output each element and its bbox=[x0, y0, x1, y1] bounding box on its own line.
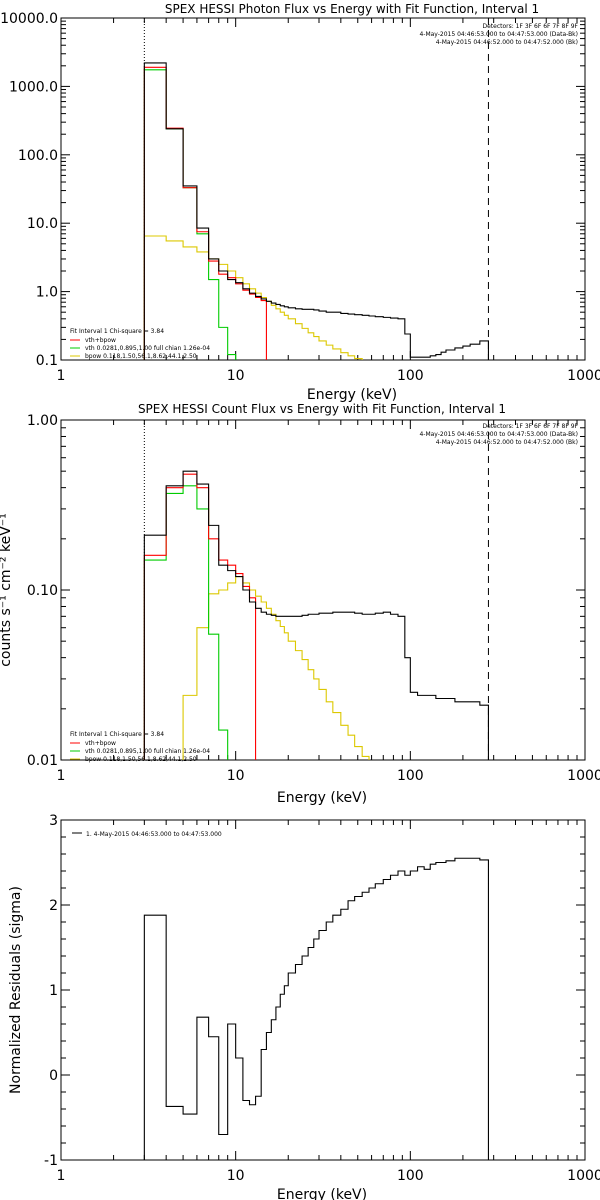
series-data-bk bbox=[143, 470, 489, 760]
x-tick-label: 1000 bbox=[567, 768, 600, 784]
x-tick-label: 1 bbox=[57, 368, 66, 384]
panel1-header: Detectors: 1F 3F 6F 6F 7F 8F 9F 4-May-20… bbox=[419, 23, 578, 46]
residuals-panel: Energy (keV) Normalized Residuals (sigma… bbox=[8, 813, 600, 1200]
panel3-ylabel: Normalized Residuals (sigma) bbox=[8, 886, 24, 1094]
y-tick-label: 2 bbox=[49, 898, 58, 914]
x-tick-label: 1 bbox=[57, 1168, 66, 1184]
panel1-xlabel: Energy (keV) bbox=[307, 387, 397, 403]
x-tick-label: 100 bbox=[397, 1168, 424, 1184]
panel2-title: SPEX HESSI Count Flux vs Energy with Fit… bbox=[138, 402, 506, 416]
y-tick-label: 1.0 bbox=[36, 285, 58, 301]
panel1-legend-bpow: bpow 0.118,1.50,56.1,8.62,44.1,2.50 bbox=[85, 353, 197, 360]
x-tick-label: 10 bbox=[227, 768, 245, 784]
panel3-legend-label: 1. 4-May-2015 04:46:53.000 to 04:47:53.0… bbox=[86, 831, 222, 838]
panel1-legend-vth: vth 0.0281,0.895,1.00 full chian 1.26e-0… bbox=[85, 345, 210, 352]
y-tick-label: -1 bbox=[44, 1153, 58, 1169]
panel2-ylabel: counts s⁻¹ cm⁻² keV⁻¹ bbox=[0, 513, 14, 667]
x-tick-label: 1000 bbox=[567, 368, 600, 384]
plot-frame bbox=[60, 819, 586, 1161]
photon-flux-panel: SPEX HESSI Photon Flux vs Energy with Fi… bbox=[0, 2, 600, 403]
panel2-header-detectors: Detectors: 1F 3F 6F 6F 7F 8F 9F bbox=[482, 423, 578, 430]
panel2-xlabel: Energy (keV) bbox=[277, 790, 367, 806]
count-flux-panel: SPEX HESSI Count Flux vs Energy with Fit… bbox=[0, 402, 600, 806]
panel2-legend-total: vth+bpow bbox=[85, 740, 116, 747]
panel1-title: SPEX HESSI Photon Flux vs Energy with Fi… bbox=[165, 2, 539, 16]
y-tick-label: 0 bbox=[49, 1068, 58, 1084]
x-tick-label: 10 bbox=[227, 368, 245, 384]
panel2-legend-vth: vth 0.0281,0.895,1.00 full chian 1.26e-0… bbox=[85, 748, 210, 755]
x-tick-label: 100 bbox=[397, 768, 424, 784]
panel2-header: Detectors: 1F 3F 6F 6F 7F 8F 9F 4-May-20… bbox=[419, 423, 578, 446]
x-tick-label: 1000 bbox=[567, 1168, 600, 1184]
panel2-header-bk-interval: 4-May-2015 04:46:52.000 to 04:47:52.000 … bbox=[436, 439, 578, 446]
y-tick-label: 0.01 bbox=[27, 753, 58, 769]
series-vth bbox=[143, 69, 237, 360]
series-1-4-may-2015-04-46-53-000-to-04-47-53-000 bbox=[143, 857, 489, 1160]
y-tick-label: 1 bbox=[49, 983, 58, 999]
series-data-bk bbox=[143, 62, 489, 360]
series-vth-bpow bbox=[143, 66, 267, 360]
series-bpow bbox=[182, 575, 370, 760]
y-tick-label: 10.0 bbox=[27, 216, 58, 232]
y-tick-label: 10000.0 bbox=[0, 11, 58, 27]
panel1-header-bk-interval: 4-May-2015 04:46:52.000 to 04:47:52.000 … bbox=[436, 39, 578, 46]
panel1-legend: Fit Interval 1 Chi-square = 3.84 vth+bpo… bbox=[70, 328, 210, 360]
y-tick-label: 3 bbox=[49, 813, 58, 829]
panel2-legend: Fit Interval 1 Chi-square = 3.84 vth+bpo… bbox=[70, 731, 210, 763]
panel3-xlabel: Energy (keV) bbox=[277, 1187, 367, 1200]
series-bpow bbox=[143, 235, 363, 360]
x-tick-label: 1 bbox=[57, 768, 66, 784]
plot-frame bbox=[60, 419, 586, 761]
panel1-header-data-interval: 4-May-2015 04:46:53.000 to 04:47:53.000 … bbox=[419, 31, 578, 38]
y-tick-label: 0.1 bbox=[36, 353, 58, 369]
panel2-legend-fit: Fit Interval 1 Chi-square = 3.84 bbox=[70, 731, 164, 738]
panel1-legend-fit: Fit Interval 1 Chi-square = 3.84 bbox=[70, 328, 164, 335]
panel2-header-data-interval: 4-May-2015 04:46:53.000 to 04:47:53.000 … bbox=[419, 431, 578, 438]
series-vth-bpow bbox=[143, 473, 257, 760]
panel1-header-detectors: Detectors: 1F 3F 6F 6F 7F 8F 9F bbox=[482, 23, 578, 30]
y-tick-label: 1.00 bbox=[27, 413, 58, 429]
x-tick-label: 10 bbox=[227, 1168, 245, 1184]
panel1-legend-total: vth+bpow bbox=[85, 337, 116, 344]
y-tick-label: 100.0 bbox=[18, 148, 58, 164]
y-tick-label: 0.10 bbox=[27, 583, 58, 599]
plot-frame bbox=[60, 17, 586, 361]
series-vth bbox=[143, 485, 229, 760]
y-tick-label: 1000.0 bbox=[9, 79, 58, 95]
x-tick-label: 100 bbox=[397, 368, 424, 384]
